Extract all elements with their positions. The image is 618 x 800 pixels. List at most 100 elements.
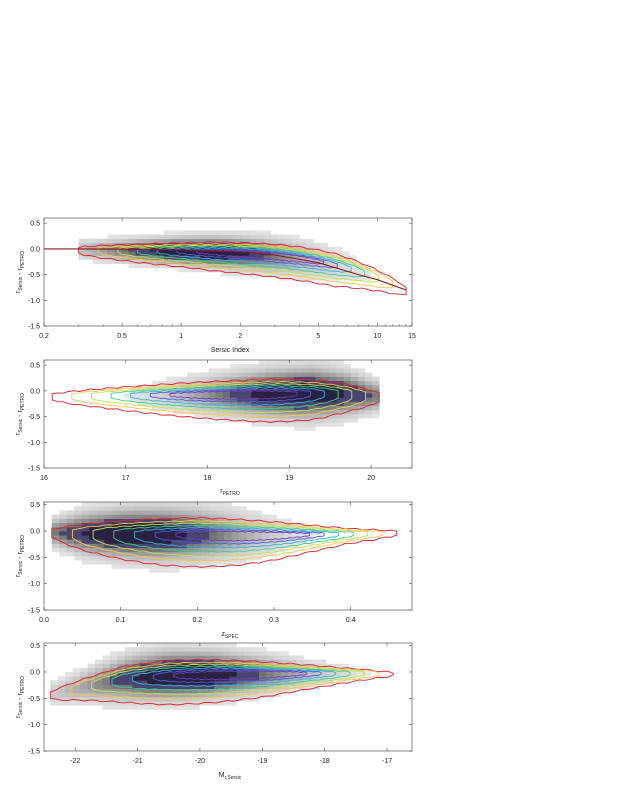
density-cell (263, 242, 272, 248)
density-cell (284, 539, 292, 544)
density-cell (237, 414, 245, 419)
density-cell (261, 539, 270, 544)
density-cell (162, 705, 170, 710)
density-cell (124, 655, 133, 660)
density-cell (222, 405, 231, 411)
density-cell (216, 543, 225, 548)
density-cell (142, 238, 151, 244)
density-cell (92, 255, 101, 260)
panel-4: 0.5 0.0 -0.5 -1.0 -1.5 -22 -21 -20 -19 -18 -17 Mr,S… (15, 642, 413, 781)
density-cell (139, 672, 148, 677)
density-cell (206, 259, 215, 264)
density-cell (251, 659, 260, 665)
density-cell (292, 242, 300, 248)
density-cell (251, 368, 259, 373)
density-cell (263, 238, 272, 244)
density-cell (57, 680, 66, 685)
density-cell (277, 263, 286, 269)
density-cell (201, 510, 210, 515)
density-cell (206, 251, 215, 256)
density-cell (111, 514, 120, 519)
density-cell (50, 701, 58, 706)
density-cell (270, 234, 279, 240)
density-cell (199, 672, 208, 677)
density-cell (141, 564, 150, 569)
density-cell (266, 688, 275, 694)
density-cell (216, 506, 225, 511)
density-cell (220, 238, 229, 244)
density-cell (104, 506, 112, 511)
y-tick-label: -0.5 (28, 414, 40, 421)
density-cell (276, 531, 285, 536)
density-cell (286, 414, 295, 419)
density-cell (235, 234, 243, 240)
density-cell (74, 551, 82, 557)
density-cell (244, 401, 252, 406)
density-cell (239, 547, 247, 553)
density-cell (336, 418, 345, 423)
density-cell (57, 692, 66, 698)
density-cell (220, 267, 229, 273)
density-cell (273, 659, 282, 665)
density-cell (96, 522, 105, 528)
density-cell (178, 238, 186, 244)
density-cell (281, 651, 290, 656)
density-cell (224, 543, 232, 548)
density-cell (239, 535, 247, 540)
density-cell (162, 672, 170, 677)
density-cell (164, 234, 172, 240)
density-cell (272, 364, 281, 369)
density-cell (350, 418, 359, 423)
density-cell (356, 272, 364, 277)
density-cell (194, 526, 202, 532)
density-cell (199, 267, 208, 273)
density-cell (185, 230, 193, 235)
density-cell (244, 389, 252, 394)
density-cell (308, 405, 316, 411)
density-cell (236, 651, 245, 656)
density-cell (279, 422, 288, 427)
density-cell (349, 276, 357, 281)
density-cell (169, 697, 178, 702)
density-cell (96, 543, 105, 548)
density-cell (329, 409, 337, 415)
density-cell (231, 506, 240, 511)
density-cell (111, 518, 120, 524)
density-cell (209, 535, 217, 540)
density-cell (194, 522, 202, 528)
density-cell (156, 255, 165, 260)
density-cell (329, 401, 337, 406)
density-cell (124, 647, 133, 652)
density-cell (187, 376, 195, 382)
density-cell (285, 267, 293, 273)
density-cell (273, 680, 282, 685)
density-cell (111, 531, 120, 536)
density-cell (201, 380, 209, 386)
x-tick-label: 10 (374, 333, 382, 340)
density-cell (313, 259, 321, 264)
density-cell (158, 393, 167, 398)
density-cell (222, 418, 231, 423)
density-cell (224, 547, 232, 553)
density-cell (229, 393, 238, 398)
density-cell (270, 255, 279, 260)
density-cell (201, 551, 210, 557)
density-cell (272, 401, 281, 406)
density-cell (281, 663, 290, 669)
density-cell (244, 368, 252, 373)
density-cell (87, 672, 96, 677)
density-cell (164, 238, 172, 244)
density-cell (184, 651, 193, 656)
density-cell (201, 414, 209, 419)
density-cell (94, 701, 103, 706)
density-cell (85, 238, 94, 244)
y-tick-label: -0.5 (28, 272, 40, 279)
x-axis-label: rPETRO (220, 488, 240, 497)
density-cell (156, 543, 165, 548)
density-cell (191, 705, 200, 710)
density-cell (229, 697, 237, 702)
density-cell (151, 405, 160, 411)
density-cell (81, 531, 90, 536)
density-cell (216, 518, 225, 524)
contour-level-2 (70, 661, 380, 700)
